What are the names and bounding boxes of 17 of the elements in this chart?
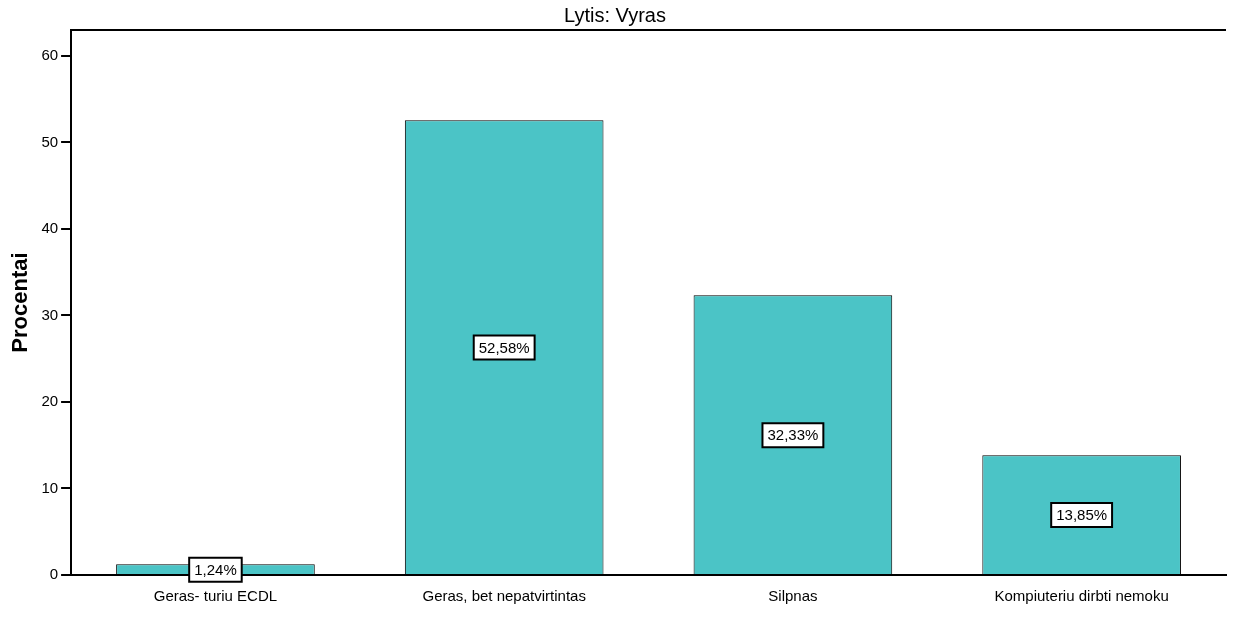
y-tick-label: 60 — [41, 46, 59, 64]
y-tick-label: 10 — [41, 478, 59, 496]
x-tick-label: Geras- turiu ECDL — [153, 587, 278, 605]
y-tick-label: 50 — [41, 132, 59, 150]
y-tick-label: 40 — [41, 219, 59, 237]
data-label: 52,58% — [478, 338, 530, 356]
x-tick-label: Silpnas — [768, 587, 818, 605]
data-label: 32,33% — [767, 426, 819, 444]
y-tick-label: 0 — [49, 565, 59, 583]
y-tick-label: 20 — [41, 392, 59, 410]
y-axis-title: Procentai — [7, 252, 33, 353]
chart-title: Lytis: Vyras — [564, 3, 666, 26]
data-label: 13,85% — [1056, 506, 1108, 524]
data-label: 1,24% — [194, 560, 237, 578]
y-tick-label: 30 — [41, 305, 59, 323]
x-tick-label: Geras, bet nepatvirtintas — [422, 587, 586, 605]
x-tick-label: Kompiuteriu dirbti nemoku — [994, 587, 1169, 605]
